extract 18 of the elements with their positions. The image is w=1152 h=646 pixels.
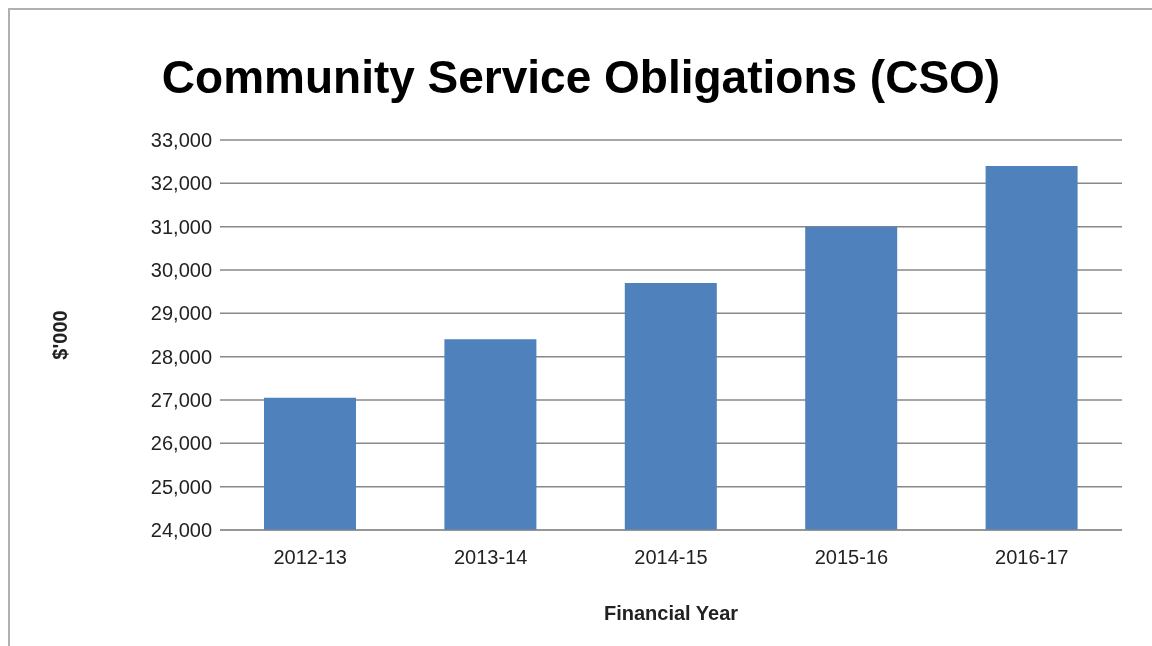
y-tick-label: 29,000 — [150, 302, 212, 325]
y-tick-label: 25,000 — [150, 475, 212, 498]
x-tick-label: 2014-15 — [634, 546, 708, 569]
chart-title: Community Service Obligations (CSO) — [160, 50, 1002, 104]
x-tick-label: 2016-17 — [995, 546, 1069, 569]
y-tick-label: 24,000 — [150, 519, 212, 542]
x-tick-label: 2013-14 — [453, 546, 528, 569]
y-tick-label: 31,000 — [150, 215, 212, 238]
x-tick-label: 2015-16 — [814, 546, 889, 569]
x-tick-label: 2012-13 — [273, 546, 347, 569]
x-axis-title: Financial Year — [603, 602, 739, 624]
y-tick-label: 27,000 — [150, 389, 212, 412]
y-tick-label: 32,000 — [150, 172, 212, 195]
y-tick-label: 30,000 — [150, 259, 212, 282]
y-axis-title: $'000 — [49, 310, 72, 360]
y-tick-label: 26,000 — [150, 432, 212, 455]
y-tick-label: 33,000 — [150, 129, 212, 152]
y-tick-label: 28,000 — [150, 345, 212, 368]
